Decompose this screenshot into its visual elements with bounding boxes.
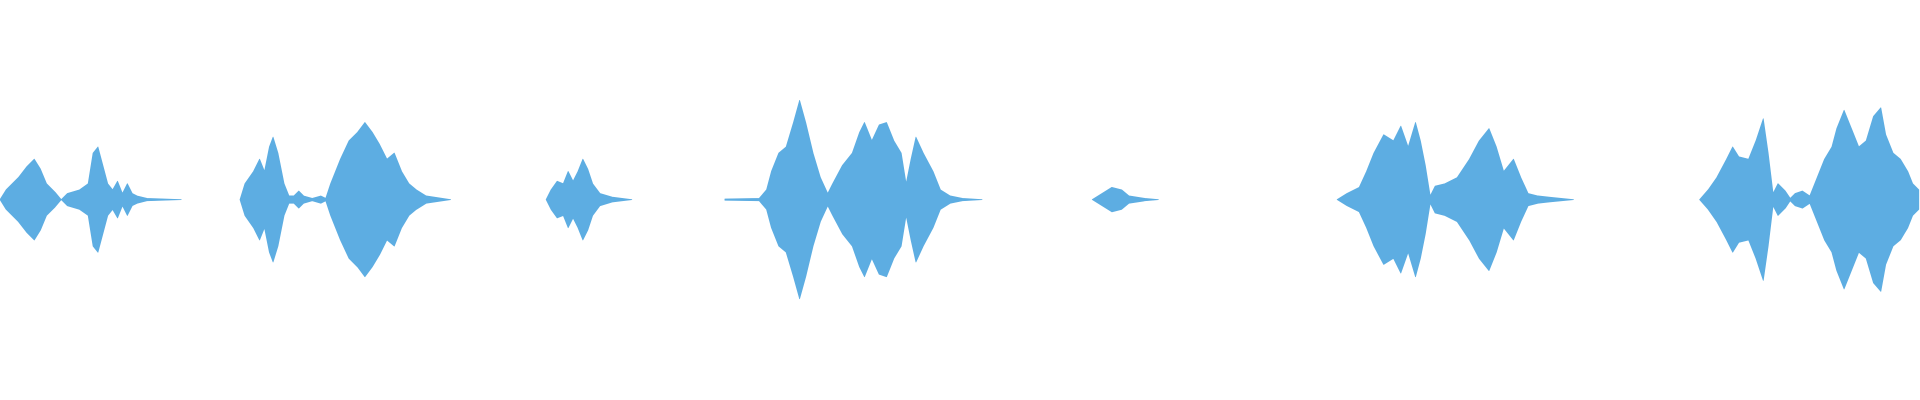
waveform-segment xyxy=(0,146,182,253)
waveform xyxy=(0,100,1920,300)
waveform-segment xyxy=(1336,122,1574,278)
waveform-segment xyxy=(1091,186,1159,213)
waveform-segment xyxy=(239,122,451,278)
waveform-segment xyxy=(545,158,633,241)
waveform-segment xyxy=(724,100,983,300)
waveform-segment xyxy=(1699,107,1920,292)
